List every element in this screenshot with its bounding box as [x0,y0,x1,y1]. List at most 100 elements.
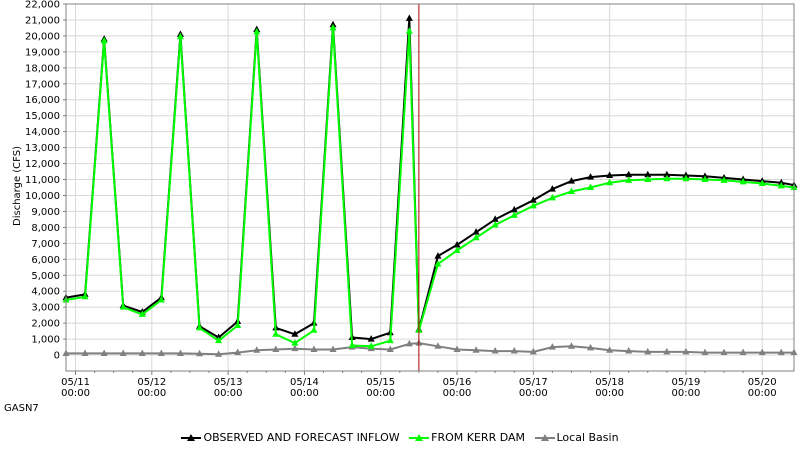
legend-item-kerr: FROM KERR DAM [409,431,525,444]
series-layer [62,14,798,357]
data-point-local [625,347,633,354]
data-point-kerr [758,179,766,187]
data-point-kerr [663,174,671,182]
x-tick-date: 05/13 [214,377,243,388]
legend-marker-local [534,433,555,441]
data-point-inflow [405,14,413,21]
x-tick-date: 05/12 [137,377,166,388]
data-point-inflow [567,177,575,184]
y-tick-label: 2,000 [31,319,60,330]
data-point-local [215,350,223,357]
data-point-kerr [491,220,499,228]
data-point-local [291,344,299,352]
data-point-inflow [491,215,499,222]
data-point-kerr [587,183,595,190]
data-point-local [100,349,108,356]
data-point-kerr [234,321,242,329]
station-label: GASN7 [4,403,39,414]
x-tick-date: 05/11 [61,377,90,388]
data-point-kerr [701,175,709,183]
data-point-inflow [367,335,375,342]
data-point-inflow [606,171,614,179]
y-axis-label: Discharge (CFS) [12,146,23,226]
y-tick-label: 20,000 [25,31,60,42]
y-tick-label: 10,000 [25,191,60,202]
data-point-inflow [472,228,480,235]
data-point-kerr [529,201,537,209]
legend-item-local: Local Basin [534,431,619,444]
y-tick-label: 1,000 [31,335,60,346]
data-point-local [81,349,89,356]
data-point-kerr [386,336,394,344]
data-point-inflow [529,196,537,203]
data-point-local [157,349,165,356]
data-point-local [587,343,595,351]
data-point-kerr [310,326,318,333]
data-point-inflow [644,170,652,178]
x-tick-date: 05/18 [595,377,624,388]
data-point-local [548,343,556,350]
data-point-local [234,348,242,356]
series-kerr [62,23,798,349]
x-tick-date: 05/15 [366,377,395,388]
data-point-local [682,347,690,355]
legend-label-local: Local Basin [556,431,619,444]
data-point-kerr [510,211,518,218]
legend-item-inflow: OBSERVED AND FORECAST INFLOW [181,431,400,444]
y-tick-label: 4,000 [31,287,60,298]
data-point-local [606,346,614,353]
data-point-kerr [777,181,785,189]
data-point-kerr [739,177,747,185]
data-point-kerr [567,187,575,194]
data-point-kerr [176,32,184,40]
data-point-kerr [348,341,356,348]
data-point-kerr [138,310,146,317]
x-tick-time: 00:00 [595,388,624,399]
x-tick-time: 00:00 [671,388,700,399]
data-point-local [405,339,413,347]
data-point-inflow [291,330,299,337]
data-point-inflow [663,170,671,178]
data-point-local [310,345,318,352]
data-point-kerr [196,323,204,331]
data-point-local [253,346,261,353]
data-point-local [529,347,537,355]
data-point-local [739,348,747,356]
data-point-local [567,342,575,349]
y-tick-label: 0 [54,351,60,362]
data-point-local [720,348,728,356]
data-point-local [510,347,518,354]
data-point-inflow [453,240,461,248]
data-point-kerr [272,330,280,337]
y-ticks: 0 1,000 2,000 3,000 4,000 5,000 6,000 7,000 8,00… [25,0,66,362]
x-tick-time: 00:00 [366,388,395,399]
y-tick-label: 19,000 [25,47,60,58]
y-tick-label: 12,000 [25,159,60,170]
x-tick-time: 00:00 [214,388,243,399]
data-point-local [701,348,709,356]
data-point-local [663,347,671,355]
series-line-kerr [65,26,795,348]
data-point-inflow [548,185,556,192]
y-tick-label: 15,000 [25,111,60,122]
series-line-local [66,342,794,356]
data-point-inflow [587,173,595,180]
data-point-kerr [253,27,261,35]
data-point-kerr [625,176,633,183]
x-tick-date: 05/17 [519,377,548,388]
data-point-local [453,345,461,352]
y-tick-label: 8,000 [31,223,60,234]
legend-marker-inflow [181,433,202,441]
data-point-kerr [119,303,127,310]
series-local [62,339,798,357]
data-point-local [272,345,280,352]
y-tick-label: 14,000 [25,127,60,138]
x-tick-date: 05/19 [671,377,700,388]
legend-label-kerr: FROM KERR DAM [431,431,525,444]
x-tick-date: 05/20 [748,377,777,388]
data-point-kerr [434,260,442,267]
y-tick-label: 22,000 [25,0,60,11]
y-tick-label: 9,000 [31,207,60,218]
legend-label-inflow: OBSERVED AND FORECAST INFLOW [203,431,400,444]
